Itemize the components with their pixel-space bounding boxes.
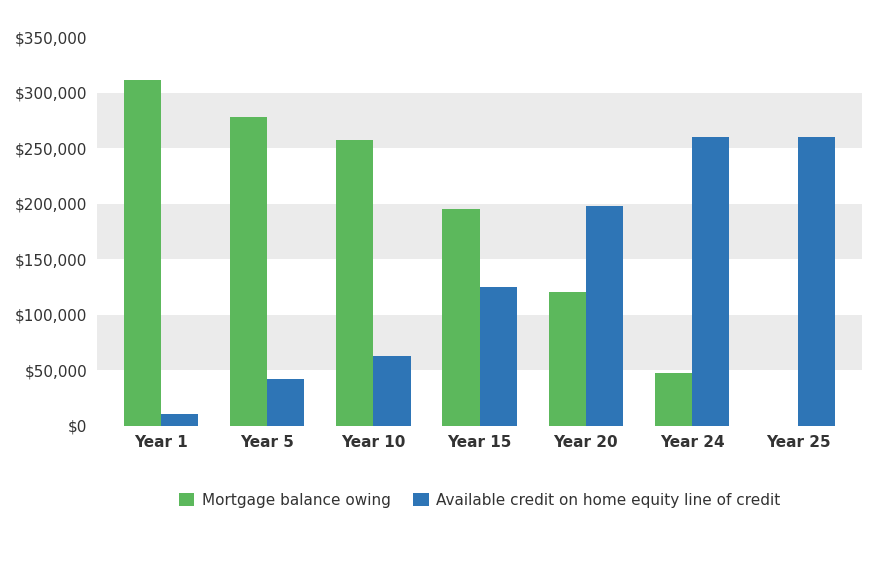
Bar <box>692 137 730 426</box>
Bar <box>161 414 198 426</box>
Bar <box>97 148 862 204</box>
Bar <box>374 355 410 426</box>
Bar <box>549 293 586 426</box>
Legend: Mortgage balance owing, Available credit on home equity line of credit: Mortgage balance owing, Available credit… <box>173 487 787 514</box>
Bar <box>480 287 517 426</box>
Bar <box>97 37 862 93</box>
Bar <box>97 204 862 259</box>
Bar <box>97 93 862 148</box>
Bar <box>655 374 692 426</box>
Bar <box>230 117 267 426</box>
Bar <box>267 379 304 426</box>
Bar <box>336 140 374 426</box>
Bar <box>97 370 862 426</box>
Bar <box>798 137 836 426</box>
Bar <box>97 259 862 315</box>
Bar <box>124 80 161 426</box>
Bar <box>97 315 862 370</box>
Bar <box>442 209 480 426</box>
Bar <box>586 206 623 426</box>
